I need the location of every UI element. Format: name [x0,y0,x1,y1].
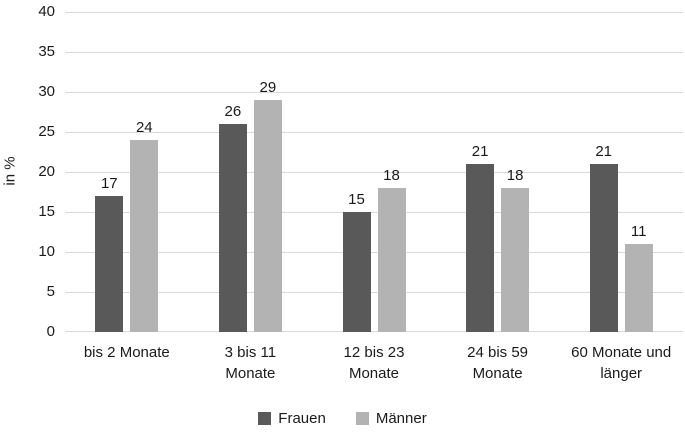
bar-maenner [624,244,653,332]
bar-value-label: 18 [383,167,400,184]
x-category-label-line: 12 bis 23 [343,344,405,361]
bar-value-label: 21 [595,143,613,160]
gridline [65,52,683,53]
x-category-label: 12 bis 23 Monate [312,342,436,384]
gridline [65,292,683,293]
y-tick-label: 30 [38,83,55,100]
gridline [65,12,683,13]
x-category-label-line: Monate [348,365,400,382]
bar-value-label: 11 [630,223,647,240]
y-tick-label: 20 [38,163,55,180]
bar-frauen [218,124,247,332]
x-category-label-line: 24 bis 59 [467,344,529,361]
x-category-label: 60 Monate und länger [559,342,683,384]
x-category-label-line: 3 bis 11 [224,344,277,361]
plot-area: 17 26 15 21 21 24 29 18 18 11 [65,12,683,332]
y-tick-label: 15 [38,203,55,220]
bar-frauen [466,164,495,332]
legend-item-maenner: Männer [355,409,427,427]
bar-value-label: 26 [224,103,242,120]
bar-frauen [95,196,124,332]
y-tick-label: 40 [38,3,55,20]
bar-maenner [377,188,406,332]
x-category-label-line: Monate [225,365,276,382]
y-tick-label: 35 [38,43,55,60]
x-category-label: 3 bis 11 Monate [188,342,312,384]
x-category-label-line: Monate [472,365,523,382]
legend-swatch-icon [258,411,272,425]
bar-value-label: 21 [471,143,489,160]
bar-value-label: 29 [259,79,277,96]
bar-maenner [253,100,282,332]
bar-maenner [501,188,530,332]
x-category-label-line: 60 Monate und [571,344,672,361]
legend-item-frauen: Frauen [258,410,326,427]
gridline [65,212,683,213]
bar-value-label: 18 [506,167,524,184]
y-tick-label: 0 [46,323,55,340]
legend-label: Männer [375,409,427,427]
x-category-label-line: länger [600,365,643,382]
x-axis-line [65,331,683,332]
legend-label: Frauen [278,409,326,427]
gridline [65,252,683,253]
bar-value-label: 15 [348,191,365,208]
gridline [65,132,683,133]
gridline [65,172,683,173]
x-category-label-line: bis 2 Monate [83,344,170,361]
y-tick-label: 10 [38,243,55,260]
bar-frauen [589,164,618,332]
gridline [65,92,683,93]
legend: Frauen Männer [0,406,685,430]
x-category-label: bis 2 Monate [65,342,189,363]
y-tick-label: 25 [38,123,55,140]
x-category-label: 24 bis 59 Monate [436,342,560,384]
y-tick-label: 5 [46,283,55,300]
bar-value-label: 24 [135,119,153,136]
bar-value-label: 17 [100,175,118,192]
bar-frauen [342,212,371,332]
bar-maenner [130,140,159,332]
legend-swatch-icon [355,411,369,425]
